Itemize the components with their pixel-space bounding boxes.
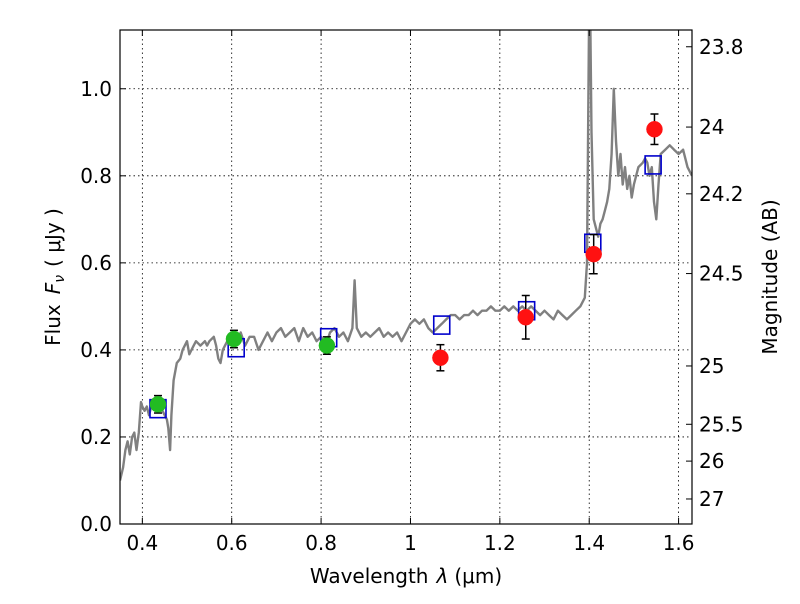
y2-tick-label: 24 <box>699 115 724 139</box>
plot-area <box>120 30 692 481</box>
error-bars <box>149 113 663 414</box>
model-spectrum-line <box>120 30 692 481</box>
y2-tick-label: 27 <box>699 487 724 511</box>
x-tick-label: 0.8 <box>305 531 337 555</box>
x-tick-label: 1 <box>404 531 417 555</box>
y-tick-label: 1.0 <box>80 77 112 101</box>
y-axis-unit: ( μJy ) <box>41 208 65 267</box>
y-axis-label-text: Flux <box>41 304 65 346</box>
y-tick-label: 0.8 <box>80 164 112 188</box>
x-tick-label: 0.4 <box>126 531 158 555</box>
x-axis-label-text: Wavelength <box>310 564 429 588</box>
observed-flux-point <box>646 120 663 138</box>
observed-flux-point <box>318 337 336 354</box>
y2-tick-label: 23.8 <box>699 35 744 59</box>
x-axis-symbol: λ <box>436 564 449 588</box>
observed-flux-point <box>149 396 167 413</box>
y-tick-label: 0.4 <box>80 338 112 362</box>
axes: 0.4 0.6 0.8 1 1.2 1.4 1.6 0.0 0.2 0.4 0.6 0.8 1.0 23.… <box>80 30 744 555</box>
y2-tick-label: 25.5 <box>699 412 744 436</box>
x-axis-unit: (μm) <box>454 564 502 588</box>
grid <box>120 30 692 525</box>
y-axis-label: Flux Fν ( μJy ) <box>41 208 68 346</box>
y-tick-label: 0.2 <box>80 425 112 449</box>
observed-flux-point <box>585 245 602 263</box>
y2-tick-label: 26 <box>699 449 724 473</box>
x-tick-label: 1.4 <box>573 531 605 555</box>
x-tick-label: 1.6 <box>663 531 695 555</box>
x-axis-label: Wavelength λ (μm) <box>310 564 502 588</box>
plot-frame <box>119 29 693 525</box>
y-tick-label: 0.0 <box>80 512 112 536</box>
x-tick-label: 0.6 <box>216 531 248 555</box>
observed-flux-point <box>517 309 535 326</box>
x-tick-label: 1.2 <box>484 531 516 555</box>
y-axis-symbol: F <box>41 282 65 294</box>
y2-tick-label: 25 <box>699 354 724 378</box>
model-flux-square <box>644 155 662 175</box>
y-tick-label: 0.6 <box>80 251 112 275</box>
y2-axis-label: Magnitude (AB) <box>758 199 782 354</box>
observed-flux-point <box>225 330 243 348</box>
model-flux-square <box>432 315 451 335</box>
y2-tick-label: 24.2 <box>699 182 744 206</box>
y2-tick-label: 24.5 <box>699 262 744 286</box>
y-axis-symbol-sub: ν <box>52 275 68 283</box>
observed-flux-point <box>432 349 449 366</box>
